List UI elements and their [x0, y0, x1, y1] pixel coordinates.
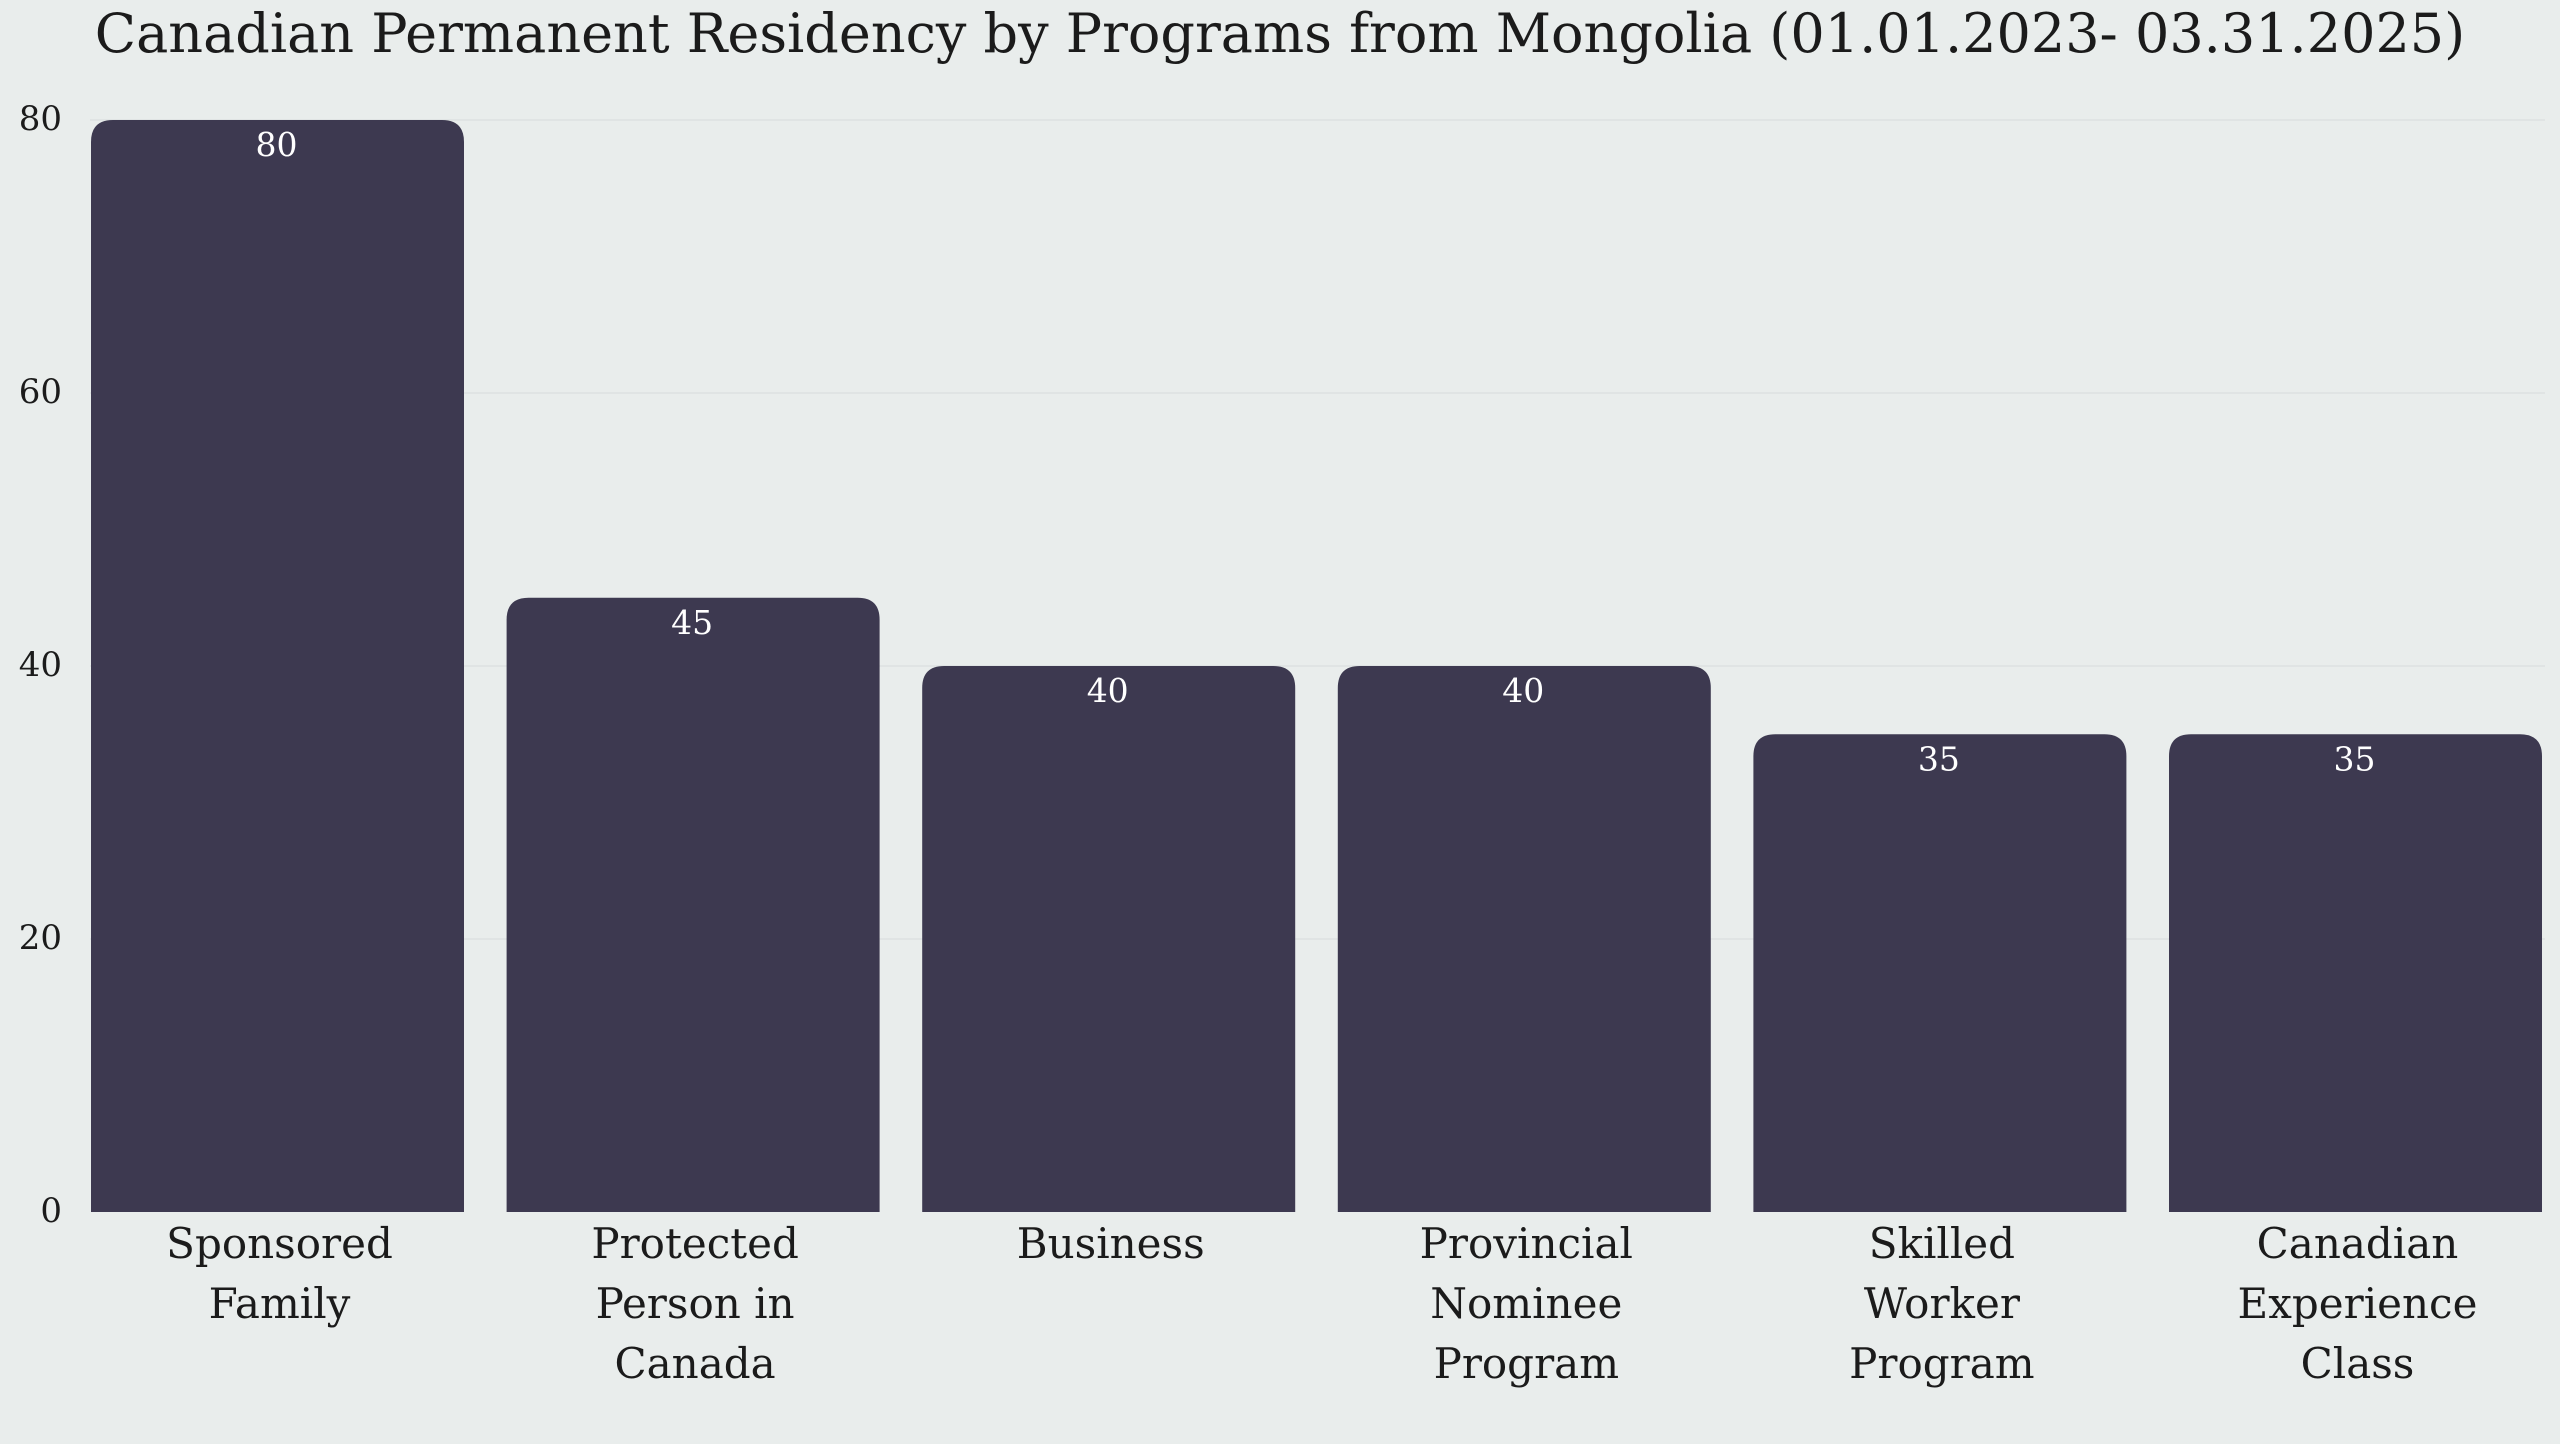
x-tick-label-line: Canada — [614, 1339, 775, 1388]
bar-value-label: 40 — [1087, 671, 1129, 710]
x-tick-label-line: Class — [2301, 1339, 2415, 1388]
y-tick-label: 20 — [19, 918, 62, 958]
x-axis-labels: Sponsored Family Protected Person in Canada B… — [166, 1219, 2477, 1388]
x-tick-label-line: Program — [1434, 1339, 1619, 1388]
x-tick-label-line: Family — [209, 1279, 351, 1328]
x-tick-label: Protected Person in Canada — [591, 1219, 799, 1388]
bar — [1337, 666, 1711, 1212]
bars — [91, 120, 2542, 1212]
bar-value-label: 35 — [2334, 739, 2376, 778]
x-tick-label: Canadian Experience Class — [2238, 1219, 2478, 1388]
x-tick-label: Business — [1017, 1219, 1205, 1268]
grid-lines — [90, 119, 2545, 940]
x-tick-label-line: Program — [1849, 1339, 2034, 1388]
bar — [2169, 734, 2542, 1212]
x-tick-label: Sponsored Family — [166, 1219, 393, 1328]
x-tick-label: Provincial Nominee Program — [1420, 1219, 1633, 1388]
bar-value-label: 35 — [1918, 739, 1960, 778]
bar — [922, 666, 1296, 1212]
x-tick-label-line: Sponsored — [166, 1219, 393, 1268]
y-axis-ticks: 0 20 40 60 80 — [19, 99, 62, 1231]
y-tick-label: 80 — [19, 99, 62, 139]
bar — [506, 597, 880, 1212]
x-tick-label-line: Worker — [1864, 1279, 2021, 1328]
x-tick-label-line: Provincial — [1420, 1219, 1633, 1268]
x-tick-label-line: Skilled — [1869, 1219, 2015, 1268]
y-tick-label: 0 — [40, 1191, 62, 1231]
bar-value-label: 80 — [256, 125, 298, 164]
x-tick-label-line: Business — [1017, 1219, 1205, 1268]
y-tick-label: 60 — [19, 372, 62, 412]
x-tick-label-line: Canadian — [2257, 1219, 2459, 1268]
x-tick-label-line: Nominee — [1430, 1279, 1622, 1328]
x-tick-label-line: Protected — [591, 1219, 799, 1268]
chart-title: Canadian Permanent Residency by Programs… — [95, 2, 2465, 65]
x-tick-label-line: Person in — [596, 1279, 795, 1328]
bar-value-label: 45 — [671, 603, 713, 642]
bar — [91, 120, 464, 1212]
bar-value-label: 40 — [1502, 671, 1544, 710]
x-tick-label-line: Experience — [2238, 1279, 2478, 1328]
bar — [1753, 734, 2127, 1212]
data-labels: 80 45 40 40 35 35 — [256, 125, 2376, 778]
y-tick-label: 40 — [19, 645, 62, 685]
x-tick-label: Skilled Worker Program — [1849, 1219, 2034, 1388]
